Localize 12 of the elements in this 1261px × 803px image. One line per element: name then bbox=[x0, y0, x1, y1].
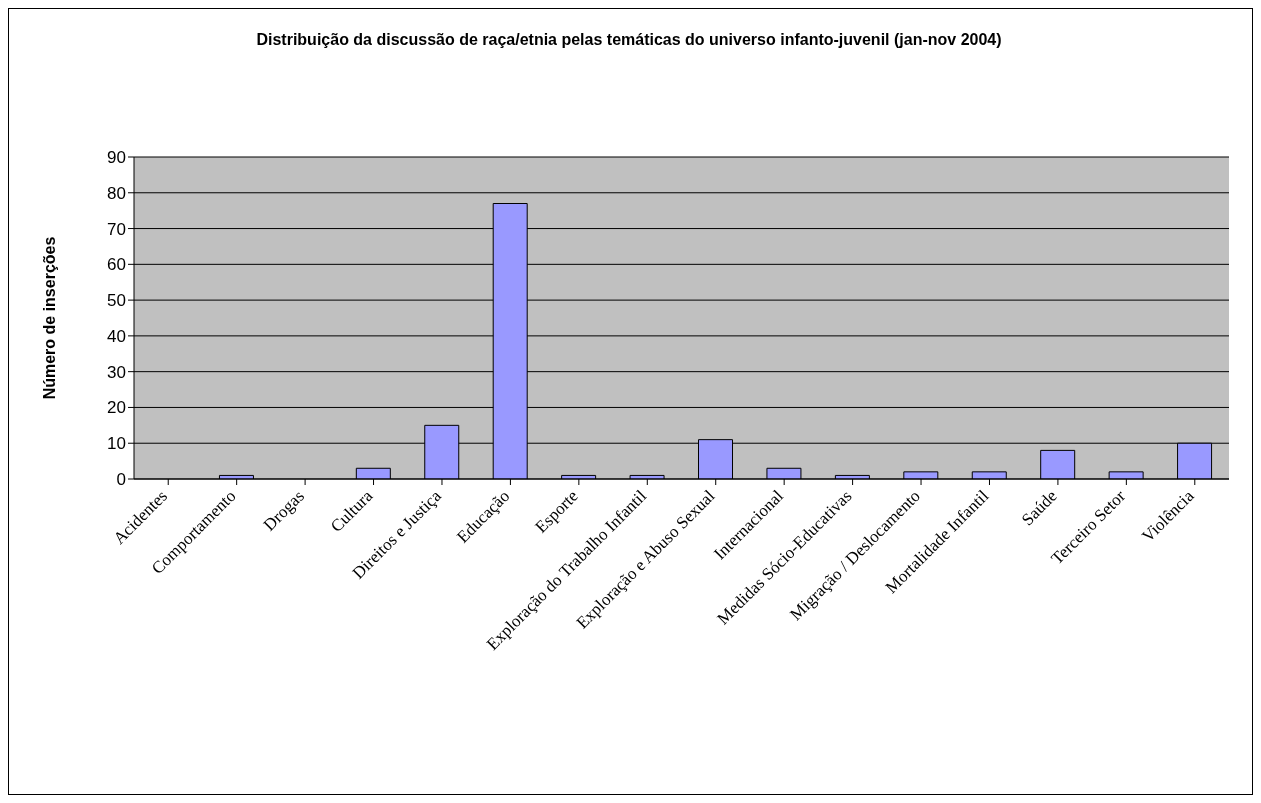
y-tick-label: 90 bbox=[107, 148, 126, 168]
y-tick-label: 20 bbox=[107, 398, 126, 418]
y-axis-title: Número de inserções bbox=[40, 236, 58, 400]
y-tick-label: 0 bbox=[116, 470, 126, 490]
y-tick-label: 30 bbox=[107, 362, 126, 382]
y-tick-label: 70 bbox=[107, 219, 126, 239]
y-tick-label: 10 bbox=[107, 434, 126, 454]
chart-title: Distribuição da discussão de raça/etnia pelas temáticas do universo infanto-juvenil (jan-nov 2004) bbox=[255, 30, 1003, 50]
y-tick-label: 50 bbox=[107, 291, 126, 311]
y-tick-label: 60 bbox=[107, 255, 126, 275]
y-tick-label: 40 bbox=[107, 326, 126, 346]
y-tick-label: 80 bbox=[107, 183, 126, 203]
